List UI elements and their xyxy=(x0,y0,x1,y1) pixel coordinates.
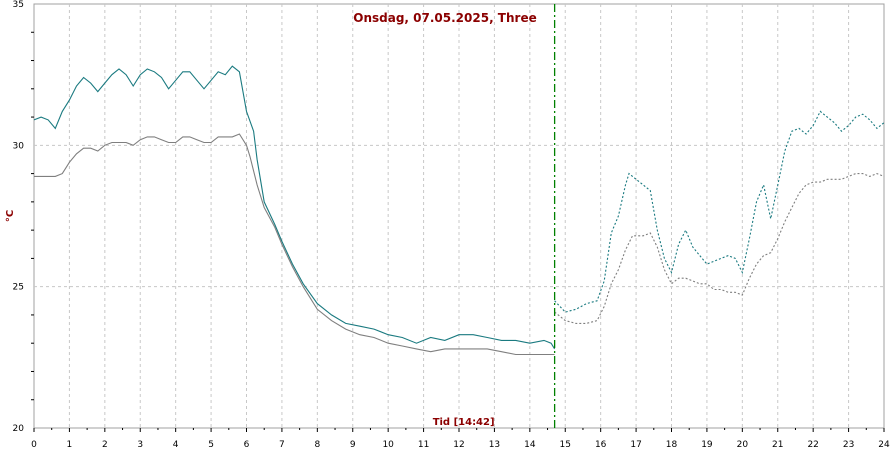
x-tick-label: 0 xyxy=(31,440,37,450)
x-tick-label: 19 xyxy=(701,440,713,450)
series-1-observed-line xyxy=(33,65,556,350)
x-tick-label: 15 xyxy=(560,440,571,450)
y-axis-label: °C xyxy=(5,210,16,222)
x-tick-label: 16 xyxy=(595,440,607,450)
x-tick-label: 11 xyxy=(418,440,429,450)
x-tick-label: 12 xyxy=(453,440,464,450)
grid xyxy=(34,4,884,428)
x-tick-label: 13 xyxy=(489,440,500,450)
x-axis-label: Tid [14:42] xyxy=(433,417,495,428)
x-tick-label: 5 xyxy=(208,440,214,450)
series-2-observed-line xyxy=(34,133,555,356)
x-tick-label: 7 xyxy=(279,440,285,450)
x-tick-label: 22 xyxy=(807,440,818,450)
x-tick-label: 20 xyxy=(737,440,749,450)
x-tick-label: 23 xyxy=(843,440,854,450)
y-tick-label: 35 xyxy=(13,0,24,10)
x-tick-label: 2 xyxy=(102,440,108,450)
x-tick-label: 17 xyxy=(630,440,641,450)
x-tick-label: 24 xyxy=(878,440,890,450)
series-1-forecast-line xyxy=(554,110,885,313)
chart-title: Onsdag, 07.05.2025, Three xyxy=(353,11,536,25)
x-tick-label: 14 xyxy=(524,440,536,450)
x-tick-label: 6 xyxy=(244,440,250,450)
x-tick-label: 3 xyxy=(137,440,143,450)
y-tick-label: 30 xyxy=(13,141,25,151)
x-tick-label: 10 xyxy=(382,440,394,450)
y-tick-label: 25 xyxy=(13,283,24,293)
axis-ticks: 0 1 2 3 4 5 6 7 8 9 10 11 12 13 14 15 16 17 18 19 20 21 22 23 24… xyxy=(13,0,890,450)
x-tick-label: 1 xyxy=(67,440,73,450)
y-tick-label: 20 xyxy=(13,424,25,434)
x-tick-label: 9 xyxy=(350,440,356,450)
series-group xyxy=(33,65,885,356)
x-tick-label: 8 xyxy=(314,440,320,450)
x-tick-label: 18 xyxy=(666,440,678,450)
x-tick-label: 21 xyxy=(772,440,783,450)
x-tick-label: 4 xyxy=(173,440,179,450)
series-2-forecast-line xyxy=(554,173,885,324)
